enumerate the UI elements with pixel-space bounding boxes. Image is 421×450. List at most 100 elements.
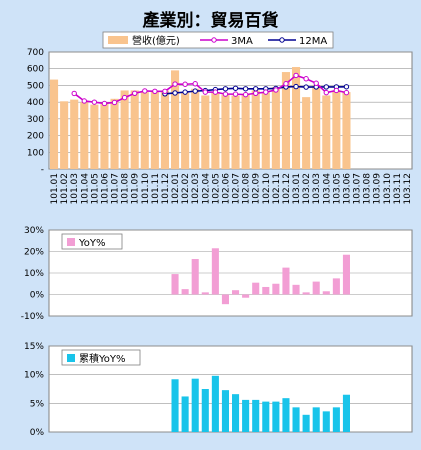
legend-box <box>61 233 123 250</box>
ma3-point <box>273 87 279 93</box>
x-tick-label: 103.06 <box>342 173 352 205</box>
x-tick-label: 103.02 <box>302 173 312 205</box>
revenue-bar <box>231 95 240 169</box>
chart-legend: 累積YoY% <box>61 349 141 366</box>
yoy-bar <box>342 254 350 295</box>
yoy-bar <box>322 291 330 295</box>
x-tick-label: 102.01 <box>171 173 181 205</box>
legend-swatch <box>67 354 75 362</box>
revenue-bar <box>281 72 290 169</box>
revenue-bar <box>160 90 169 169</box>
revenue-bar <box>110 98 119 169</box>
legend-label: YoY% <box>78 238 106 249</box>
revenue-bar <box>191 88 200 169</box>
x-tick-label: 101.11 <box>151 173 161 205</box>
y-tick-label: 5% <box>30 399 45 409</box>
x-tick-label: 103.08 <box>363 173 373 205</box>
y-tick-label: 500 <box>27 81 44 91</box>
y-tick-label: 400 <box>27 98 44 108</box>
plot-area <box>48 51 413 170</box>
y-tick-label: 0% <box>30 428 45 438</box>
revenue-bar <box>120 90 129 169</box>
y-tick-label: -10% <box>21 312 45 322</box>
ma3-point <box>222 91 229 97</box>
ma3-point <box>111 99 118 106</box>
revenue-bar <box>140 92 149 169</box>
x-tick-label: 102.04 <box>201 173 211 205</box>
ma12-point <box>172 90 178 96</box>
legend-marker-ma12 <box>279 37 285 43</box>
ma3-point <box>232 91 239 97</box>
revenue-chart: - 100 200 300 400 500 600 700 101.01 101.02 101.03… <box>27 31 413 205</box>
revenue-bar <box>271 87 280 169</box>
cumulative-yoy-bar <box>312 407 320 432</box>
ma3-point <box>263 89 269 95</box>
ma3-point <box>81 98 87 104</box>
cumulative-yoy-bar <box>242 399 250 432</box>
ma12-point <box>323 84 329 90</box>
ma3-point <box>253 90 259 96</box>
y-tick-label: 300 <box>27 115 44 125</box>
legend-label-ma12: 12MA <box>299 36 327 47</box>
ma12-point <box>253 86 259 92</box>
ma12-point <box>192 88 198 94</box>
revenue-bar <box>50 79 59 169</box>
yoy-bar <box>332 278 340 295</box>
ma3-point <box>121 94 128 101</box>
y-tick-label: 0% <box>30 291 45 301</box>
revenue-bar <box>322 95 331 169</box>
cumulative-yoy-bar <box>211 375 219 432</box>
x-tick-label: 101.05 <box>90 173 100 205</box>
yoy-bar <box>191 259 199 295</box>
legend-label-revenue: 營收(億元) <box>132 34 180 47</box>
ma3-point <box>192 81 198 87</box>
x-tick-label: 101.01 <box>50 173 60 205</box>
x-tick-label: 102.09 <box>252 173 262 205</box>
cumulative-yoy-bar <box>171 379 179 432</box>
revenue-bar <box>241 93 250 169</box>
revenue-bar <box>261 92 270 169</box>
revenue-bar <box>332 90 341 169</box>
revenue-bar <box>100 103 109 169</box>
cumulative-yoy-bar <box>292 407 300 432</box>
yoy-bar <box>181 289 189 295</box>
revenue-bar <box>90 104 99 169</box>
x-tick-label: 103.09 <box>373 173 383 205</box>
ma3-point <box>242 91 249 98</box>
x-tick-label: 101.10 <box>141 173 151 205</box>
x-tick-label: 103.05 <box>332 173 342 205</box>
cumulative-yoy-bar <box>272 401 280 432</box>
x-tick-label: 102.03 <box>191 173 201 205</box>
revenue-bar <box>221 94 230 169</box>
x-tick-label: 101.07 <box>111 173 121 205</box>
ma12-point <box>222 86 229 92</box>
x-tick-label: 101.06 <box>100 173 110 205</box>
revenue-bar <box>312 85 321 169</box>
yoy-bar <box>232 290 240 295</box>
revenue-bar <box>130 90 139 169</box>
yoy-bar <box>292 284 300 295</box>
yoy-bar <box>272 283 280 295</box>
ma3-point <box>333 87 340 94</box>
ma3-point <box>91 99 98 105</box>
revenue-bar <box>181 92 190 169</box>
ma3-point <box>132 90 138 96</box>
y-tick-label: 100 <box>27 148 44 158</box>
ma3-point <box>162 88 168 94</box>
legend-label-ma3: 3MA <box>231 36 253 47</box>
x-tick-label: 102.06 <box>221 173 231 205</box>
revenue-bar <box>201 95 210 169</box>
y-tick-label: 20% <box>24 248 44 258</box>
x-tick-label: 102.02 <box>181 173 191 205</box>
ma3-point <box>182 81 188 87</box>
cumulative-yoy-bar <box>332 407 340 432</box>
y-tick-label: 700 <box>27 48 44 58</box>
ma3-point <box>142 88 148 94</box>
cumulative-yoy-bar <box>282 398 290 432</box>
chart-legend: YoY% <box>61 233 123 250</box>
x-tick-label: 103.01 <box>292 173 302 205</box>
x-tick-label: 102.10 <box>262 173 272 205</box>
y-tick-label: 10% <box>24 371 44 381</box>
cumulative-yoy-bar <box>201 389 209 432</box>
y-tick-label: 15% <box>24 342 44 352</box>
